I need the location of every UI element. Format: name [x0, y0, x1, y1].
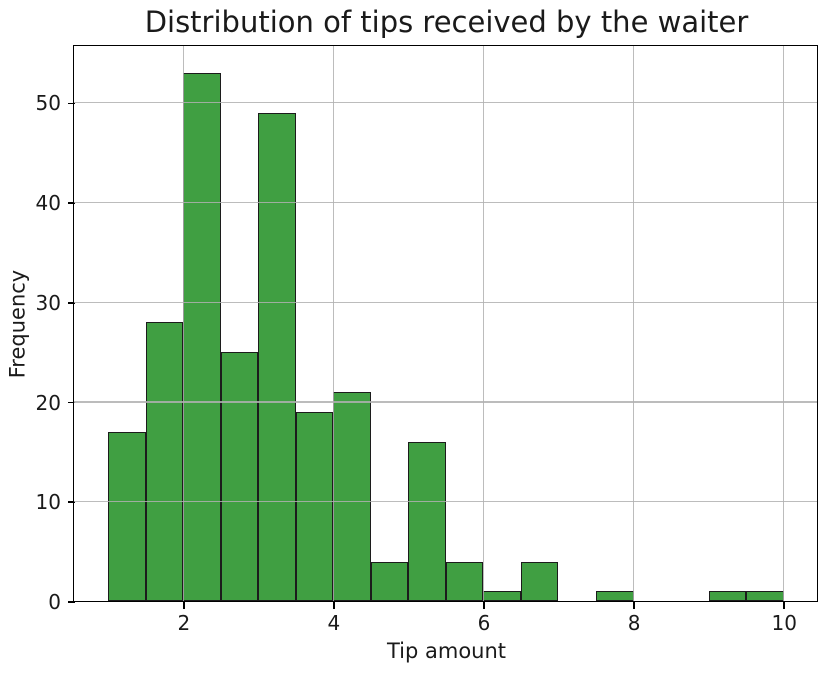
- x-tick-label: 10: [771, 611, 797, 635]
- histogram-bar: [445, 561, 484, 602]
- histogram-bar: [596, 591, 634, 602]
- chart-title: Distribution of tips received by the wai…: [144, 5, 749, 39]
- histogram-bar: [295, 411, 334, 602]
- x-tick-mark: [483, 602, 485, 609]
- histogram-bar: [333, 391, 371, 602]
- y-tick-mark: [68, 102, 75, 105]
- y-tick-label: 30: [35, 290, 61, 315]
- bars-layer: [74, 46, 817, 602]
- x-tick-label: 6: [477, 611, 491, 635]
- y-tick-label: 10: [35, 490, 61, 515]
- y-tick-mark: [68, 401, 75, 404]
- x-tick-mark: [183, 602, 185, 609]
- histogram-bar: [408, 441, 446, 602]
- histogram-bar: [708, 591, 747, 602]
- y-tick-label: 0: [48, 590, 61, 614]
- y-tick-mark: [68, 501, 75, 504]
- x-tick-label: 8: [627, 611, 641, 635]
- histogram-bar: [483, 591, 521, 602]
- y-tick-mark: [68, 302, 75, 304]
- y-tick-mark: [68, 202, 75, 204]
- histogram-bar: [220, 352, 259, 602]
- histogram-bar: [258, 112, 296, 602]
- x-tick-mark: [633, 602, 635, 609]
- x-tick-mark: [783, 602, 786, 609]
- x-tick-label: 4: [327, 611, 341, 635]
- plot-area: [73, 45, 819, 603]
- y-tick-label: 50: [35, 91, 61, 116]
- y-tick-label: 40: [35, 191, 61, 216]
- histogram-bar: [145, 322, 184, 602]
- histogram-bar: [746, 591, 784, 602]
- y-tick-label: 20: [35, 390, 61, 415]
- histogram-bar: [370, 561, 409, 602]
- y-axis-label: Frequency: [5, 269, 30, 379]
- histogram-bar: [183, 72, 221, 602]
- y-tick-mark: [68, 601, 75, 603]
- histogram-bar: [520, 561, 559, 602]
- histogram-bar: [108, 431, 146, 602]
- x-tick-mark: [333, 602, 335, 609]
- x-tick-label: 2: [177, 611, 191, 635]
- x-axis-label: Tip amount: [386, 639, 507, 663]
